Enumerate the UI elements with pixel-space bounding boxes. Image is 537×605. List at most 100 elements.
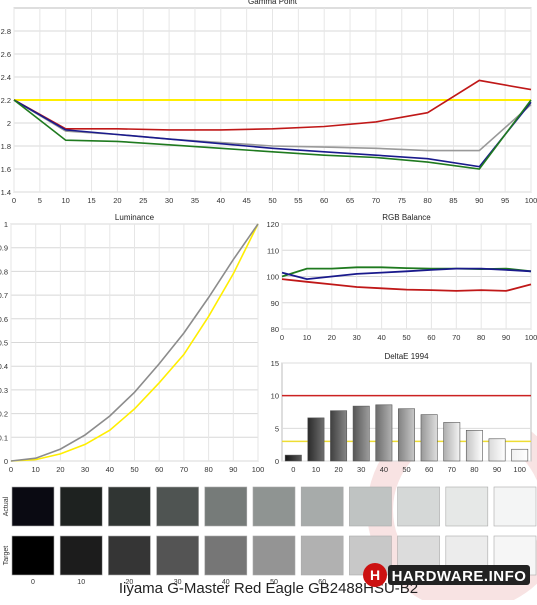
x-tick-label: 100	[513, 465, 526, 474]
x-tick-label: 0	[280, 333, 284, 342]
x-tick-label: 30	[353, 333, 361, 342]
actual-patch	[445, 486, 489, 527]
y-tick-label: 110	[267, 246, 279, 255]
y-tick-label: 80	[271, 325, 279, 334]
actual-row-label: Actual	[3, 496, 10, 516]
y-tick-label: 0.8	[0, 267, 8, 276]
patch-label: 40	[222, 579, 230, 586]
x-tick-label: 80	[204, 465, 212, 474]
x-tick-label: 50	[268, 196, 276, 205]
x-tick-label: 40	[106, 465, 114, 474]
x-tick-label: 10	[312, 465, 320, 474]
actual-patch	[397, 486, 440, 527]
x-tick-label: 100	[525, 333, 537, 342]
x-tick-label: 0	[291, 465, 295, 474]
x-tick-label: 60	[425, 465, 433, 474]
deltae-bar-30	[352, 405, 370, 462]
x-tick-label: 50	[402, 465, 410, 474]
x-tick-label: 40	[217, 196, 225, 205]
deltae-bar-90	[488, 438, 506, 462]
patch-label: 10	[77, 579, 85, 586]
x-tick-label: 20	[334, 465, 342, 474]
x-tick-label: 60	[155, 465, 163, 474]
x-tick-label: 80	[477, 333, 485, 342]
target-patch	[252, 535, 296, 576]
x-tick-label: 90	[475, 196, 483, 205]
actual-patch	[349, 486, 392, 527]
x-tick-label: 85	[449, 196, 457, 205]
deltae-bar-0	[284, 454, 302, 462]
y-tick-label: 5	[275, 424, 279, 433]
deltae-bar-60	[420, 414, 438, 462]
x-tick-label: 10	[32, 465, 40, 474]
series-line-0	[13, 79, 532, 131]
actual-patch	[252, 486, 296, 527]
y-tick-label: 2.4	[1, 73, 11, 82]
x-tick-label: 90	[493, 465, 501, 474]
y-tick-label: 100	[266, 273, 279, 282]
deltae-bar-80	[465, 429, 483, 462]
x-tick-label: 20	[113, 196, 121, 205]
actual-patch	[108, 486, 151, 527]
gamma-chart-title: Gamma Point	[248, 0, 298, 6]
y-tick-label: 1.6	[1, 165, 11, 174]
y-tick-label: 0.9	[0, 244, 8, 253]
logo-text: HARDWARE.INFO	[392, 568, 527, 585]
deltae-bar-70	[443, 422, 461, 462]
x-tick-label: 50	[130, 465, 138, 474]
y-tick-label: 1.4	[1, 188, 11, 197]
series-line-2	[281, 267, 532, 281]
x-tick-label: 45	[242, 196, 250, 205]
x-tick-label: 70	[372, 196, 380, 205]
actual-patch	[156, 486, 199, 527]
x-tick-label: 35	[191, 196, 199, 205]
x-tick-label: 20	[56, 465, 64, 474]
x-tick-label: 30	[81, 465, 89, 474]
x-tick-label: 50	[402, 333, 410, 342]
target-patch	[108, 535, 151, 576]
x-tick-label: 10	[62, 196, 70, 205]
luminance-chart: 00.10.20.30.40.50.60.70.80.9101020304050…	[0, 213, 264, 474]
x-tick-label: 70	[180, 465, 188, 474]
target-patch	[59, 535, 103, 576]
hardware-info-logo: H HARDWARE.INFO	[363, 563, 530, 587]
patch-label: 30	[174, 579, 182, 586]
actual-patch	[300, 486, 344, 527]
series-line-0	[10, 223, 259, 462]
y-tick-label: 0.3	[0, 386, 8, 395]
x-tick-label: 40	[380, 465, 388, 474]
deltae-chart: 0 5 10 15 DeltaE 1994 0 10 20 30 40 50 60 70 80 90 100	[271, 352, 532, 474]
product-caption: Iiyama G-Master Red Eagle GB2488HSU-B2	[118, 580, 419, 597]
deltae-bar-100	[511, 448, 529, 462]
y-tick-label: 0.6	[0, 315, 8, 324]
deltae-title: DeltaE 1994	[384, 352, 429, 361]
deltae-bar-40	[375, 404, 393, 462]
patch-label: 50	[270, 579, 278, 586]
x-tick-label: 55	[294, 196, 302, 205]
y-tick-label: 2.2	[1, 96, 11, 105]
logo-banner	[388, 565, 530, 585]
x-tick-label: 0	[9, 465, 13, 474]
luminance-chart-title: Luminance	[115, 213, 155, 222]
series-line-2	[13, 99, 532, 168]
actual-patch	[11, 486, 55, 527]
gamma-chart: 1.4 1.6 1.8 2 2.2 2.4 2.6 2.8 0 5 10 15 20 25 30 35 40 45…	[1, 0, 537, 205]
target-patch	[11, 535, 55, 576]
x-tick-label: 30	[357, 465, 365, 474]
target-row-label: Target	[3, 546, 10, 566]
y-tick-label: 2	[7, 119, 11, 128]
series-line-3	[13, 99, 532, 170]
y-tick-label: 1.8	[1, 142, 11, 151]
x-tick-label: 5	[38, 196, 42, 205]
y-tick-label: 2.8	[1, 27, 11, 36]
y-tick-label: 0.1	[0, 433, 8, 442]
y-tick-label: 0	[4, 457, 8, 466]
patch-label: 20	[126, 579, 134, 586]
x-tick-label: 30	[165, 196, 173, 205]
y-tick-label: 2.6	[1, 50, 11, 59]
x-tick-label: 100	[525, 196, 537, 205]
actual-patch	[204, 486, 248, 527]
y-tick-label: 1	[4, 220, 8, 229]
